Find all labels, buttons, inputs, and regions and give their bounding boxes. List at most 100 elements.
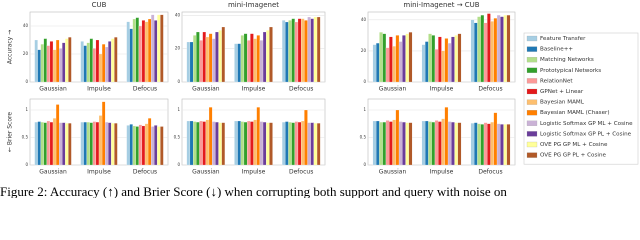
bar xyxy=(234,120,238,166)
bar xyxy=(111,38,115,83)
bar xyxy=(92,121,97,166)
bar xyxy=(193,121,197,166)
bar xyxy=(46,45,51,83)
legend-label: Prototypical Networks xyxy=(540,68,601,74)
bar xyxy=(132,125,136,166)
bar xyxy=(186,41,191,83)
bar xyxy=(382,121,387,166)
bar xyxy=(402,121,406,166)
bar xyxy=(138,25,143,83)
bar xyxy=(285,121,289,166)
bar xyxy=(395,109,400,166)
bar xyxy=(269,26,273,83)
legend-swatch xyxy=(526,131,538,137)
bar xyxy=(89,122,93,166)
bar xyxy=(89,38,93,83)
bar xyxy=(59,48,63,83)
bar xyxy=(189,41,194,83)
bar xyxy=(447,121,452,166)
legend-label: RelationNet xyxy=(540,78,573,84)
bar xyxy=(451,121,455,166)
bar xyxy=(470,19,475,83)
bar xyxy=(151,126,155,166)
bar xyxy=(205,36,210,83)
bar xyxy=(398,121,403,166)
bar xyxy=(259,121,264,166)
bar xyxy=(55,104,60,166)
bar xyxy=(480,15,485,83)
bar xyxy=(34,39,38,83)
y-tick-label: 40 xyxy=(23,23,29,28)
bar xyxy=(40,121,44,166)
y-tick-label: 20 xyxy=(175,46,181,51)
bar xyxy=(389,36,393,83)
bar xyxy=(114,123,118,166)
bar xyxy=(237,43,241,83)
bar xyxy=(503,124,507,166)
y-tick-label: 40 xyxy=(361,17,367,22)
bar xyxy=(237,120,241,166)
y-tick-label: 40 xyxy=(175,12,181,17)
bar xyxy=(68,123,72,166)
legend-label: GPNet + Linear xyxy=(540,89,584,95)
bar xyxy=(313,16,318,83)
bar xyxy=(80,41,84,83)
bar xyxy=(34,121,38,166)
x-tick-label: Impulse xyxy=(242,169,266,176)
legend-swatch xyxy=(526,152,538,158)
legend-label: Logistic Softmax GP ML + Cosine xyxy=(540,121,633,127)
bar xyxy=(199,40,203,83)
bar xyxy=(376,43,380,83)
bar xyxy=(408,122,413,166)
y-tick-label: 0.5 xyxy=(174,135,181,140)
bar xyxy=(266,30,270,83)
bar xyxy=(46,120,51,166)
bar xyxy=(477,16,481,83)
bar xyxy=(266,122,270,166)
bar xyxy=(147,118,152,166)
bar xyxy=(141,20,146,83)
x-tick-label: Impulse xyxy=(430,169,454,176)
legend-label: Bayesian MAML xyxy=(540,100,585,106)
bar xyxy=(186,120,191,166)
bar xyxy=(385,47,390,83)
bar xyxy=(86,121,90,166)
y-tick-label: 20 xyxy=(23,51,29,56)
bar xyxy=(304,109,308,166)
bar xyxy=(114,37,118,83)
bar xyxy=(470,123,475,166)
bar xyxy=(59,122,63,166)
bar xyxy=(256,107,260,166)
bar xyxy=(389,121,393,166)
bar xyxy=(98,115,103,166)
bar xyxy=(506,15,511,83)
bar xyxy=(253,119,257,166)
bar xyxy=(126,21,130,83)
y-tick-label: 0 xyxy=(25,162,28,167)
bar xyxy=(297,18,302,83)
bar xyxy=(101,101,106,166)
chart-title: mini-Imagenet xyxy=(228,1,279,9)
x-tick-label: Gaussian xyxy=(379,169,407,176)
bar xyxy=(291,18,295,83)
y-tick-label: 1 xyxy=(177,107,180,112)
bar xyxy=(477,123,481,166)
x-tick-label: Impulse xyxy=(87,86,111,93)
bar xyxy=(83,45,87,83)
bar xyxy=(444,107,449,166)
y-tick-label: 0.5 xyxy=(360,135,367,140)
bar xyxy=(503,15,507,83)
y-tick-label: 0.5 xyxy=(22,135,29,140)
bar xyxy=(438,121,442,166)
bar xyxy=(379,121,383,166)
bar xyxy=(451,36,455,83)
bar xyxy=(441,50,445,83)
bar xyxy=(487,13,491,83)
legend-label: OVE PG GP PL + Cosine xyxy=(540,153,606,159)
bar xyxy=(132,18,136,83)
x-tick-label: Impulse xyxy=(87,169,111,176)
bar xyxy=(147,18,152,83)
bar xyxy=(493,112,498,166)
x-tick-label: Defocus xyxy=(478,86,502,93)
bar xyxy=(294,121,299,166)
